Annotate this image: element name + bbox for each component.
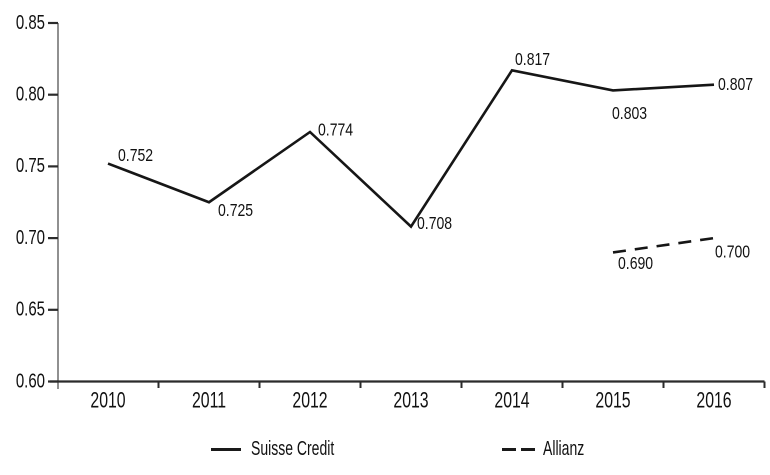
y-tick-label: 0.70 [16,226,45,249]
series-line-suisse-credit [107,68,715,229]
data-point-label: 0.700 [715,242,750,262]
x-tick-label: 2011 [192,389,226,413]
data-point-label: 0.807 [718,75,753,95]
data-point-label: 0.774 [318,120,353,140]
x-tick-label: 2016 [696,389,731,413]
y-tick-label: 0.85 [16,11,45,34]
series-line-allianz [612,236,715,254]
x-tick-label: 2013 [393,389,428,413]
y-tick-label: 0.75 [16,154,45,177]
data-point-label: 0.690 [618,253,653,273]
x-tick-label: 2012 [292,389,327,413]
y-tick-label: 0.80 [16,82,45,105]
data-point-label: 0.817 [515,49,550,69]
legend-label-suisse-credit: Suisse Credit [251,438,335,460]
solid-line-marker-icon [211,447,241,451]
line-chart-canvas: 0.60 0.65 0.70 0.75 0.80 0.85 2010 2011 2012 2013… [16,11,766,413]
y-tick-label: 0.60 [16,369,45,392]
data-point-label: 0.725 [218,200,253,220]
dashed-line-marker-icon [502,447,535,451]
x-tick-label: 2015 [595,389,630,413]
data-point-label: 0.708 [417,214,452,234]
data-point-label: 0.803 [612,103,647,123]
data-point-label: 0.752 [118,145,153,165]
legend-label-allianz: Allianz [543,438,585,460]
legend-item-suisse-credit: Suisse Credit [211,439,370,459]
x-tick-label: 2010 [90,389,125,413]
x-tick-label: 2014 [494,389,530,413]
legend-item-allianz: Allianz [502,439,602,459]
y-tick-label: 0.65 [16,297,45,320]
